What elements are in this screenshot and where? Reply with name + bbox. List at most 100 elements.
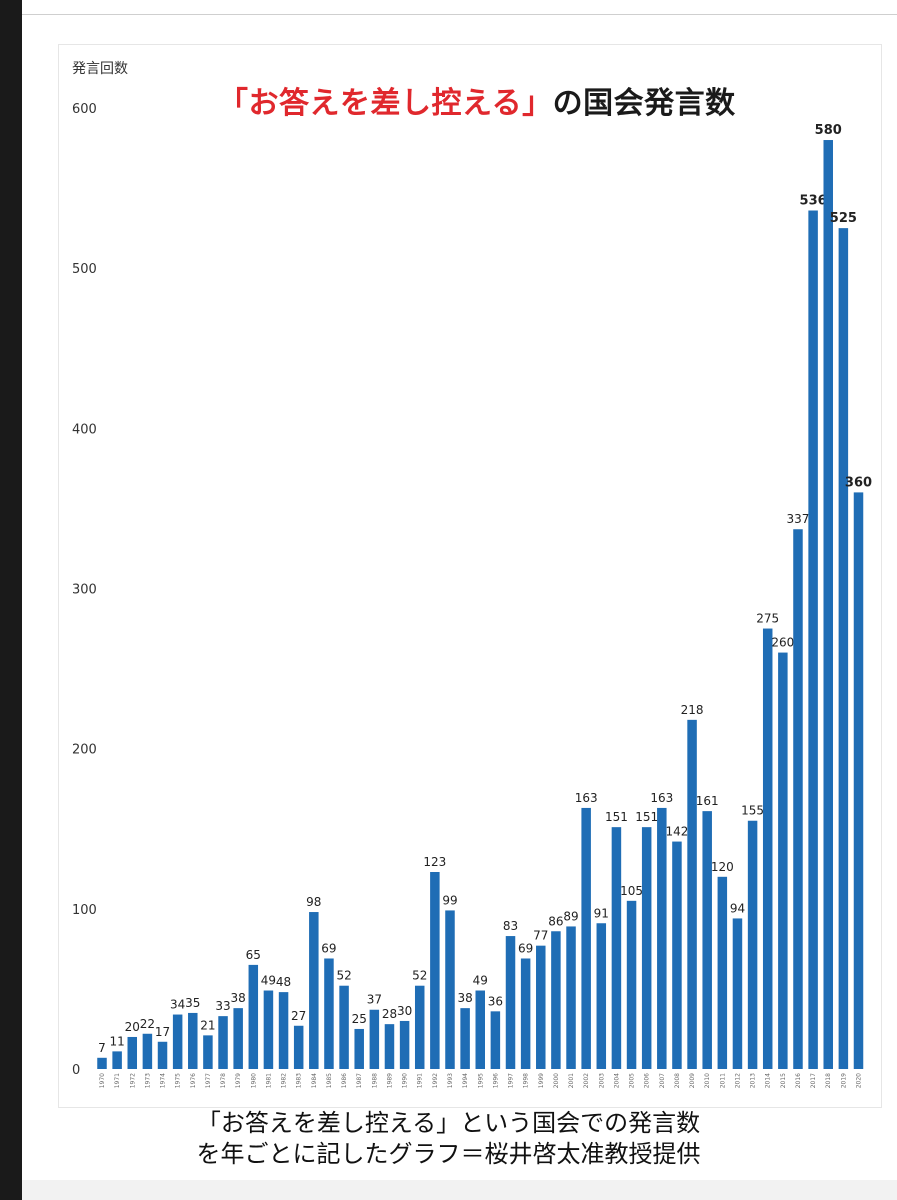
x-tick-label: 1975 xyxy=(175,1073,182,1088)
bar xyxy=(157,1041,168,1069)
bar-value-label: 89 xyxy=(563,909,578,923)
bar xyxy=(520,958,531,1069)
bar-value-label: 22 xyxy=(140,1017,155,1031)
bar-value-label: 536 xyxy=(800,194,827,209)
bar-value-label: 52 xyxy=(412,969,427,983)
x-tick-label: 1999 xyxy=(538,1073,545,1088)
y-axis-label: 発言回数 xyxy=(72,61,128,77)
figure-caption: 「お答えを差し控える」という国会での発言数 を年ごとに記したグラフ＝桜井啓太准教… xyxy=(0,1108,897,1170)
bar xyxy=(793,529,803,1069)
chart-title: 「お答えを差し控える」の国会発言数 xyxy=(218,78,818,122)
bar xyxy=(248,964,259,1069)
bar-value-label: 580 xyxy=(815,123,842,138)
bar-value-label: 77 xyxy=(533,929,548,943)
x-tick-label: 2000 xyxy=(553,1073,560,1088)
footer-strip xyxy=(22,1180,897,1200)
bar xyxy=(581,807,591,1069)
x-tick-label: 1976 xyxy=(190,1073,197,1088)
x-tick-label: 2011 xyxy=(719,1073,726,1088)
bar xyxy=(566,926,576,1069)
x-tick-label: 1986 xyxy=(341,1073,348,1088)
bar-value-label: 337 xyxy=(787,512,810,526)
bar-value-label: 151 xyxy=(605,810,628,824)
bar-value-label: 30 xyxy=(397,1004,412,1018)
y-tick-label: 0 xyxy=(72,1063,80,1078)
bar xyxy=(445,910,455,1069)
bar-value-label: 105 xyxy=(620,884,643,898)
x-tick-label: 2004 xyxy=(613,1073,620,1088)
bar xyxy=(142,1033,153,1069)
bar-value-label: 35 xyxy=(185,996,200,1010)
bar-value-label: 142 xyxy=(665,825,688,839)
bar-value-label: 49 xyxy=(261,974,276,988)
bar-value-label: 20 xyxy=(125,1020,140,1034)
x-tick-label: 2015 xyxy=(780,1073,787,1088)
bar-value-label: 34 xyxy=(170,998,185,1012)
x-tick-label: 1992 xyxy=(432,1073,439,1088)
bar-value-label: 36 xyxy=(488,994,503,1008)
bar xyxy=(687,719,697,1069)
x-tick-label: 1972 xyxy=(129,1073,136,1088)
bar xyxy=(732,918,743,1069)
x-tick-label: 1985 xyxy=(326,1073,333,1088)
x-tick-label: 2010 xyxy=(704,1073,711,1088)
x-tick-label: 2018 xyxy=(825,1073,832,1088)
bar xyxy=(475,990,485,1069)
x-tick-label: 2009 xyxy=(689,1073,696,1088)
bar-value-label: 260 xyxy=(771,636,794,650)
bar xyxy=(808,210,818,1069)
x-tick-label: 2012 xyxy=(734,1073,741,1088)
bar xyxy=(263,990,274,1069)
bar-value-label: 38 xyxy=(457,991,472,1005)
bar xyxy=(354,1028,364,1069)
bar xyxy=(823,140,833,1069)
figure-frame xyxy=(58,44,882,1108)
x-tick-label: 2020 xyxy=(856,1073,863,1088)
bar xyxy=(369,1009,380,1069)
x-tick-label: 2008 xyxy=(674,1073,681,1088)
bar xyxy=(626,900,637,1069)
bar-value-label: 11 xyxy=(109,1034,124,1048)
bar-value-label: 17 xyxy=(155,1025,170,1039)
bar xyxy=(399,1020,410,1069)
bar xyxy=(505,936,516,1069)
bar xyxy=(596,923,607,1069)
bar-value-label: 275 xyxy=(756,612,779,626)
bar xyxy=(384,1024,395,1069)
bar xyxy=(218,1016,228,1069)
bar xyxy=(611,827,622,1069)
caption-line-2: を年ごとに記したグラフ＝桜井啓太准教授提供 xyxy=(196,1140,701,1168)
x-tick-label: 2013 xyxy=(750,1073,757,1088)
bar-value-label: 52 xyxy=(336,969,351,983)
x-tick-label: 1971 xyxy=(114,1073,121,1088)
bar-value-label: 163 xyxy=(575,791,598,805)
x-tick-label: 1988 xyxy=(371,1073,378,1088)
bar xyxy=(536,945,546,1069)
x-tick-label: 1979 xyxy=(235,1073,242,1088)
bar-value-label: 94 xyxy=(730,901,745,915)
y-tick-label: 200 xyxy=(72,743,97,758)
x-tick-label: 1993 xyxy=(447,1073,454,1088)
bar xyxy=(838,228,849,1070)
bar xyxy=(233,1008,243,1069)
x-tick-label: 2005 xyxy=(629,1073,636,1088)
bar xyxy=(778,652,788,1069)
bar-value-label: 49 xyxy=(473,974,488,988)
bar-value-label: 83 xyxy=(503,919,518,933)
bar-value-label: 7 xyxy=(98,1041,106,1055)
bar xyxy=(127,1036,138,1069)
x-tick-label: 1995 xyxy=(477,1073,484,1088)
x-tick-label: 2003 xyxy=(598,1073,605,1088)
x-tick-label: 1997 xyxy=(508,1073,515,1088)
bar-value-label: 151 xyxy=(635,810,658,824)
x-tick-label: 1974 xyxy=(160,1073,167,1088)
caption-line-1: 「お答えを差し控える」という国会での発言数 xyxy=(196,1109,701,1137)
bar xyxy=(672,841,682,1069)
x-tick-label: 1982 xyxy=(281,1073,288,1088)
bar-value-label: 218 xyxy=(681,703,704,717)
bar xyxy=(490,1011,501,1069)
chart-title-quote: 「お答えを差し控える」 xyxy=(218,86,553,121)
bar-value-label: 360 xyxy=(845,475,872,490)
x-tick-label: 1987 xyxy=(356,1073,363,1088)
x-tick-label: 2016 xyxy=(795,1073,802,1088)
